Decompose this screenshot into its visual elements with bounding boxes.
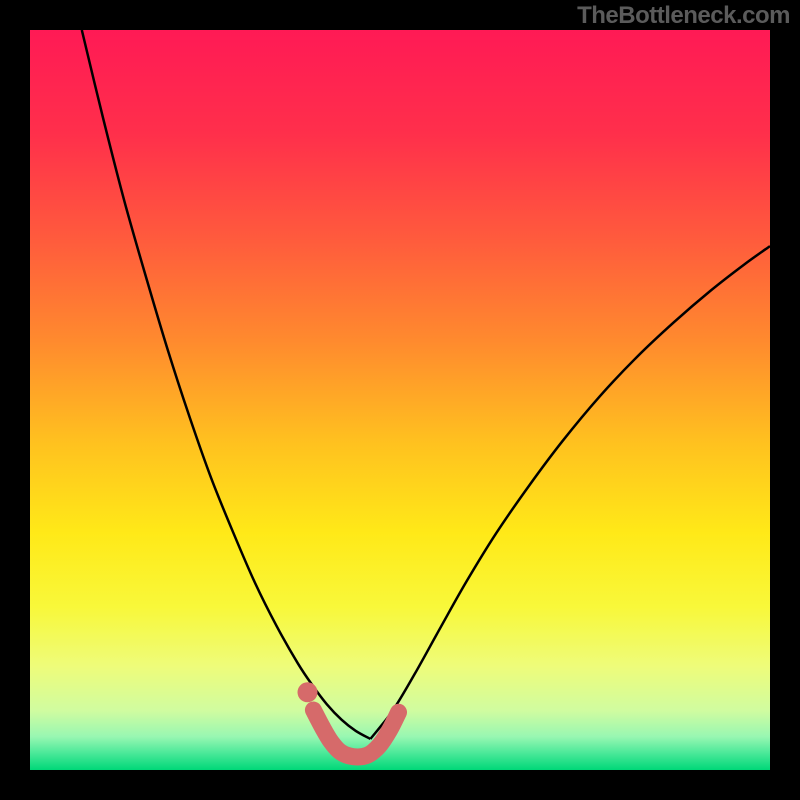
accent-dot (298, 682, 318, 702)
chart-container: TheBottleneck.com (0, 0, 800, 800)
bottleneck-chart (0, 0, 800, 800)
plot-background (30, 30, 770, 770)
watermark-text: TheBottleneck.com (577, 2, 790, 30)
